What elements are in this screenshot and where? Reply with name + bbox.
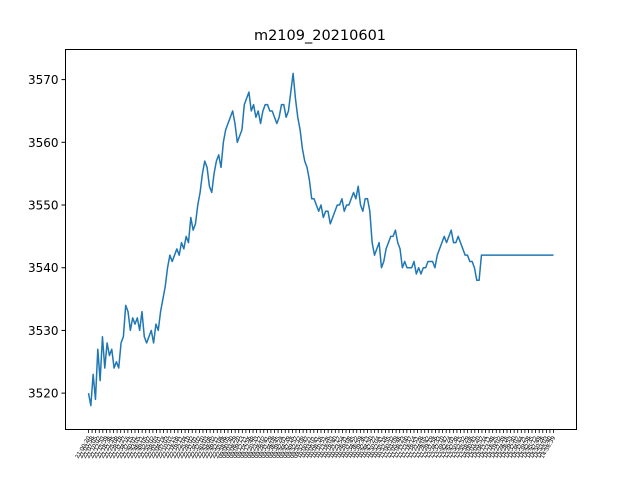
y-tick-label: 3530 — [28, 324, 59, 338]
axes-frame — [65, 49, 577, 430]
plot-area — [87, 72, 554, 407]
y-tick-label: 3570 — [28, 73, 59, 87]
y-tick-label: 3520 — [28, 387, 59, 401]
y-tick-label: 3560 — [28, 136, 59, 150]
y-tick-label: 3550 — [28, 199, 59, 213]
y-tick-label: 3540 — [28, 261, 59, 275]
chart-title: m2109_20210601 — [254, 28, 386, 44]
series-line-0 — [87, 72, 554, 407]
x-axis: 21:00:2021:03:5821:07:0521:10:0221:12:53… — [75, 429, 557, 460]
y-axis: 3520 3530 3540 3550 3560 3570 — [28, 73, 66, 401]
